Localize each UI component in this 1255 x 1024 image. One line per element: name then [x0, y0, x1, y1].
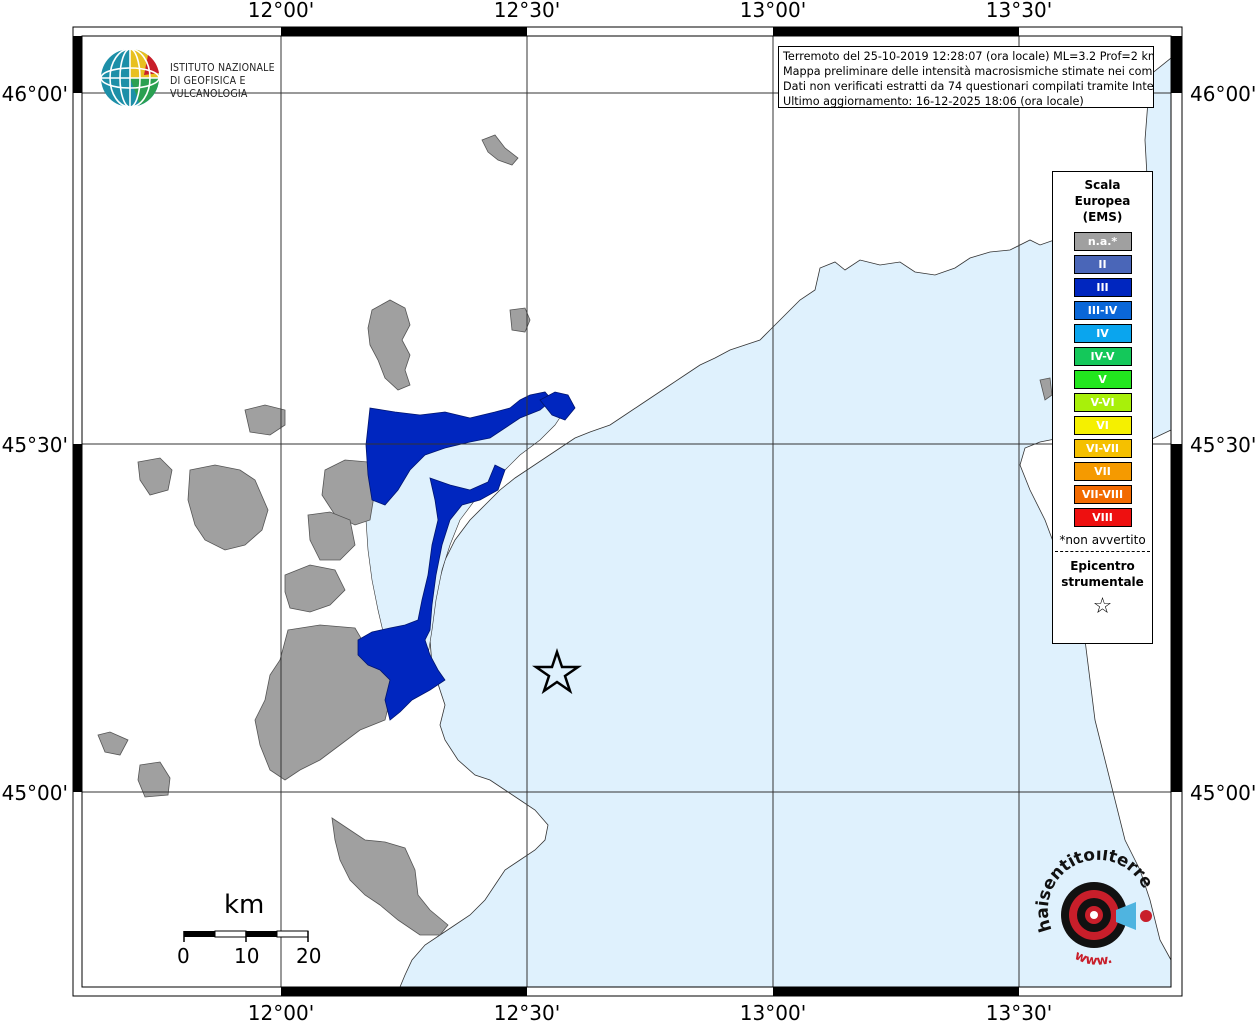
lon-label-bottom-3: 13°00': [740, 1001, 806, 1024]
event-info-line2: Mappa preliminare delle intensità macros…: [783, 65, 1154, 78]
haisentito-logo: haisentitoilterremoto.it www.: [1034, 850, 1164, 980]
not-felt-areas: [97, 134, 1053, 936]
land-west: [81, 35, 1172, 988]
scale-label-20: 20: [296, 944, 322, 968]
legend-item-10: VII: [1073, 462, 1132, 481]
lon-label-bottom-2: 12°30': [494, 1001, 560, 1024]
epicenter-star-icon: [531, 648, 583, 695]
map-frame: [72, 26, 1183, 997]
scale-bar: [183, 930, 309, 942]
event-info-line3: Dati non verificati estratti da 74 quest…: [783, 80, 1154, 93]
intensity-legend: Scala Europea (EMS) n.a.* II III III-IV IV IV…: [1052, 171, 1153, 644]
legend-item-9: VI-VII: [1073, 439, 1132, 458]
lat-label-left-2: 45°30': [2, 433, 68, 457]
lon-label-top-3: 13°00': [740, 0, 806, 22]
legend-note: *non avvertito: [1059, 533, 1146, 547]
lon-label-top-4: 13°30': [986, 0, 1052, 22]
ingv-logo: ISTITUTO NAZIONALE DI GEOFISICA E VULCAN…: [100, 47, 320, 111]
legend-title-line1: Scala: [1084, 178, 1121, 192]
lon-label-bottom-1: 12°00': [248, 1001, 314, 1024]
intensity-III-areas: [357, 391, 576, 721]
scale-label-0: 0: [177, 944, 190, 968]
legend-item-6: V: [1073, 370, 1132, 389]
star-icon: ☆: [1092, 594, 1113, 619]
target-icon: haisentitoilterremoto.it www.: [1034, 850, 1157, 969]
legend-epicenter-line1: Epicentro: [1070, 559, 1135, 573]
lon-label-bottom-4: 13°30': [986, 1001, 1052, 1024]
lon-label-top-2: 12°30': [494, 0, 560, 22]
legend-title-line3: (EMS): [1082, 210, 1123, 224]
legend-item-4: IV: [1073, 324, 1132, 343]
lat-label-right-3: 45°00': [1190, 781, 1255, 805]
globe-icon: [100, 48, 160, 108]
legend-item-8: VI: [1073, 416, 1132, 435]
legend-item-2: III: [1073, 278, 1132, 297]
legend-title-line2: Europea: [1074, 194, 1131, 208]
legend-item-5: IV-V: [1073, 347, 1132, 366]
lat-label-left-3: 45°00': [2, 781, 68, 805]
legend-epicenter-line2: strumentale: [1061, 575, 1144, 589]
svg-text:www.: www.: [1072, 948, 1114, 969]
lat-label-right-1: 46°00': [1190, 82, 1255, 106]
lat-label-right-2: 45°30': [1190, 433, 1255, 457]
legend-item-1: II: [1073, 255, 1132, 274]
scale-label-10: 10: [234, 944, 260, 968]
event-info-line4: Ultimo aggiornamento: 16-12-2025 18:06 (…: [783, 95, 1084, 108]
legend-item-7: V-VI: [1073, 393, 1132, 412]
event-info-box: Terremoto del 25-10-2019 12:28:07 (ora l…: [778, 46, 1154, 108]
legend-item-12: VIII: [1073, 508, 1132, 527]
legend-items: n.a.* II III III-IV IV IV-V V V-VI VI VI-VII VII VI…: [1053, 232, 1152, 527]
lon-label-top-1: 12°00': [248, 0, 314, 22]
haisentito-www: www.: [1072, 948, 1114, 969]
legend-item-0: n.a.*: [1073, 232, 1132, 251]
lat-label-left-1: 46°00': [2, 82, 68, 106]
ingv-name-line2: DI GEOFISICA E VULCANOLOGIA: [170, 75, 248, 100]
scale-unit: km: [224, 890, 265, 920]
legend-item-3: III-IV: [1073, 301, 1132, 320]
legend-separator: [1055, 551, 1150, 552]
legend-item-11: VII-VIII: [1073, 485, 1132, 504]
event-info-line1: Terremoto del 25-10-2019 12:28:07 (ora l…: [783, 50, 1154, 63]
ingv-name-line1: ISTITUTO NAZIONALE: [170, 62, 275, 74]
